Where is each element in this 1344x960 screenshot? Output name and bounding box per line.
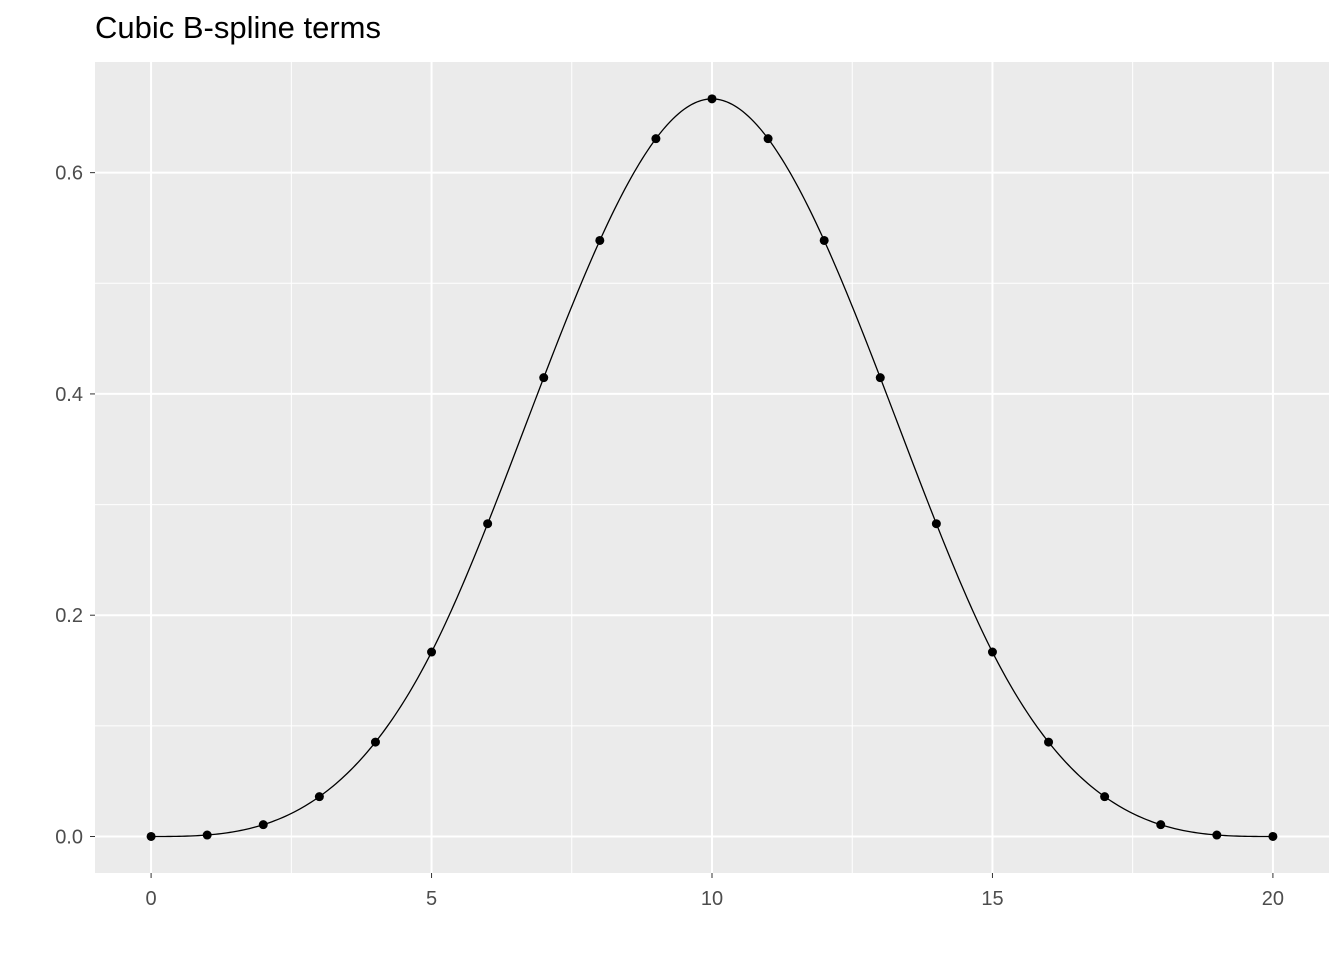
data-point xyxy=(707,94,717,104)
x-tick-label: 20 xyxy=(1262,888,1284,910)
data-point xyxy=(202,830,212,840)
data-point xyxy=(987,647,997,657)
x-tick-label: 15 xyxy=(981,888,1003,910)
data-point xyxy=(763,134,773,144)
data-point xyxy=(427,647,437,657)
data-point xyxy=(931,519,941,529)
x-tick-label: 5 xyxy=(426,888,437,910)
x-tick-label: 10 xyxy=(701,888,723,910)
data-point xyxy=(1156,820,1166,830)
data-point xyxy=(483,519,493,529)
data-point xyxy=(539,373,549,383)
data-point xyxy=(1268,831,1278,841)
data-point xyxy=(875,373,885,383)
y-tick-label: 0.0 xyxy=(55,826,83,848)
y-tick-label: 0.6 xyxy=(55,163,83,185)
data-point xyxy=(651,134,661,144)
y-tick-label: 0.4 xyxy=(55,384,83,406)
data-point xyxy=(595,235,605,245)
data-point xyxy=(1044,737,1054,747)
data-point xyxy=(146,831,156,841)
data-point xyxy=(370,737,380,747)
data-point xyxy=(314,792,324,802)
data-point xyxy=(1212,830,1222,840)
x-tick-label: 0 xyxy=(146,888,157,910)
data-point xyxy=(819,235,829,245)
data-point xyxy=(258,820,268,830)
y-tick-label: 0.2 xyxy=(55,605,83,627)
data-point xyxy=(1100,792,1110,802)
chart-title: Cubic B-spline terms xyxy=(95,10,381,45)
